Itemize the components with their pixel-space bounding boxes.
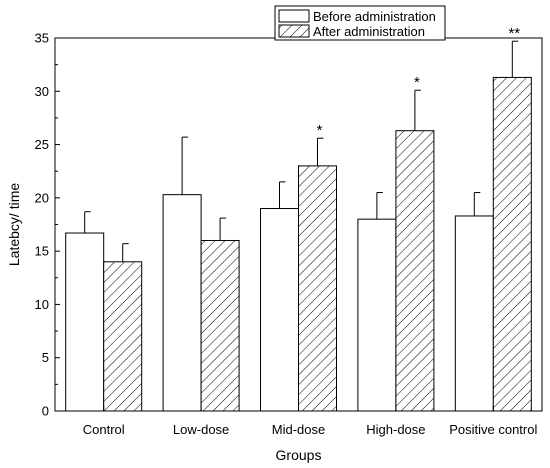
bar-before: [454, 215, 494, 412]
bar-before: [357, 218, 397, 412]
y-tick-label: 0: [42, 404, 49, 419]
y-tick-label: 10: [35, 297, 49, 312]
x-tick-label: Positive control: [449, 422, 537, 437]
bars-layer: [65, 76, 532, 412]
y-axis-title: Latebcy/ time: [6, 183, 22, 266]
x-axis-ticks: Control Low-dose Mid-dose High-dose Positive…: [83, 406, 537, 437]
x-tick-label: Control: [83, 422, 125, 437]
significance-marker: *: [414, 74, 420, 91]
y-tick-label: 25: [35, 137, 49, 152]
bar-after: [298, 165, 337, 412]
significance-marker: **: [508, 25, 520, 42]
significance-marker: *: [317, 122, 323, 139]
bar-after: [200, 239, 240, 412]
error-bars-layer: [84, 40, 519, 262]
legend-label-after: After administration: [313, 24, 425, 39]
y-tick-label: 35: [35, 31, 49, 46]
bar-before: [65, 232, 105, 412]
significance-annotations: ****: [317, 25, 521, 139]
x-tick-label: High-dose: [366, 422, 425, 437]
x-tick-label: Mid-dose: [272, 422, 325, 437]
bar-after: [103, 261, 143, 412]
bar-after: [395, 130, 435, 412]
legend-label-before: Before administration: [313, 9, 436, 24]
y-tick-label: 15: [35, 244, 49, 259]
bar-before: [162, 194, 202, 412]
y-tick-label: 5: [42, 350, 49, 365]
x-tick-label: Low-dose: [173, 422, 229, 437]
bar-after: [492, 76, 532, 412]
y-tick-label: 20: [35, 190, 49, 205]
legend-swatch-after: [278, 24, 310, 38]
legend-swatch-before: [278, 9, 310, 23]
y-tick-label: 30: [35, 84, 49, 99]
legend: Before administration After administrati…: [274, 5, 446, 41]
bar-before: [260, 208, 299, 412]
x-axis-title: Groups: [276, 447, 322, 463]
y-axis-ticks: 0 5 10 15 20 25 30 35: [35, 31, 60, 419]
